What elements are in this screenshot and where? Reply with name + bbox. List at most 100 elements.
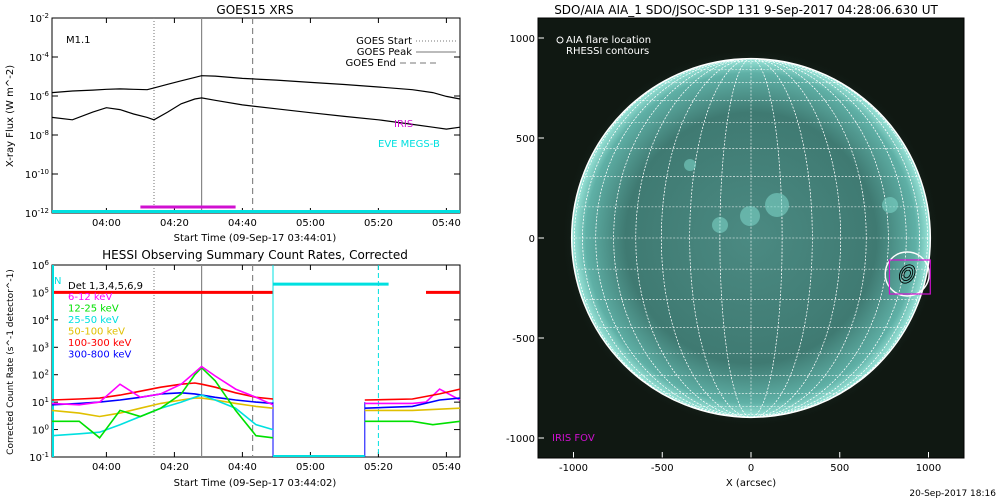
goes-flux-line-long [51,75,461,100]
goes-ytick-label: 10-4 [29,51,49,64]
aia-ytick-label: -500 [512,334,535,345]
hessi-xtick-label: 04:00 [92,462,121,473]
hessi-series-25-50keV [51,394,274,437]
aia-flare-location-circle [884,251,930,297]
goes-xtick-label: 05:40 [432,218,461,229]
hessi-legend-n: N [54,276,61,287]
hessi-xtick-label: 05:40 [432,462,461,473]
hessi-ytick-label: 101 [32,396,49,409]
hessi-xtick-label: 04:40 [228,462,257,473]
active-region-patch [712,217,728,233]
goes-flux-line-short [51,97,461,130]
goes-ytick-label: 10-6 [29,90,49,103]
goes-xtick-label: 05:00 [296,218,325,229]
aia-xlabel: X (arcsec) [726,478,776,489]
aia-ytick-label: 0 [529,234,535,245]
goes-legend-peak: GOES Peak [357,47,412,58]
aia-ytick-label: -1000 [506,434,535,445]
hessi-post-gap-series [364,420,461,426]
hessi-ylabel: Corrected Count Rate (s^-1 detector^-1) [6,269,16,455]
heliographic-grid [571,58,931,418]
aia-ytick-label: 500 [516,134,535,145]
aia-xtick-label: 500 [830,463,849,474]
hessi-ytick-label: 100 [32,424,49,437]
goes-panel: GOES15 XRS M1.1 04:00 04:20 04:40 05:00 05:2… [5,3,461,244]
hessi-series-50-100keV [51,397,274,418]
aia-title: SDO/AIA AIA_1 SDO/JSOC-SDP 131 9-Sep-201… [554,3,938,17]
goes-title: GOES15 XRS [216,3,293,17]
hessi-xtick-label: 05:00 [296,462,325,473]
goes-ytick-label: 10-10 [25,168,49,181]
hessi-legend-item: 6-12 keV [68,292,112,303]
goes-ytick-label: 10-2 [29,12,49,25]
solar-limb [570,57,932,419]
hessi-ytick-label: 104 [32,314,50,327]
goes-ytick-label: 10-8 [29,129,49,142]
aia-legend-flare: AIA flare location [566,35,651,46]
hessi-panel: HESSI Observing Summary Count Rates, Cor… [6,248,461,489]
hessi-legend-item: 300-800 keV [68,350,132,361]
goes-legend-start: GOES Start [356,36,412,47]
hessi-post-gap-series [364,388,461,401]
iris-label: IRIS [394,119,413,130]
grid-longitude [574,58,928,418]
hessi-legend-item: 25-50 keV [68,315,119,326]
solar-disk [560,47,942,429]
aia-flare-legend-icon [556,36,564,44]
hessi-series-12-25keV [52,366,274,439]
goes-xtick-label: 04:20 [160,218,189,229]
goes-flare-class: M1.1 [66,35,91,46]
aia-footer: 20-Sep-2017 18:16 [909,489,996,499]
hessi-series-6-12keV [51,365,274,406]
hessi-ytick-label: 105 [32,286,49,299]
hessi-det-label: Det 1,3,4,5,6,9 [68,281,143,292]
aia-xtick-label: 1000 [916,463,941,474]
aia-xtick-label: -1000 [559,463,588,474]
goes-xlabel: Start Time (09-Sep-17 03:44:01) [174,233,337,244]
rhessi-contour [903,269,911,279]
active-region-patch [740,206,760,226]
hessi-title: HESSI Observing Summary Count Rates, Cor… [102,248,408,262]
active-region-patch [765,193,789,217]
hessi-xtick-label: 04:20 [160,462,189,473]
hessi-ytick-label: 106 [32,259,50,272]
eve-label: EVE MEGS-B [378,139,440,150]
goes-ylabel: X-ray Flux (W m^-2) [5,65,16,167]
aia-panel: SDO/AIA AIA_1 SDO/JSOC-SDP 131 9-Sep-201… [506,3,996,499]
hessi-series [51,265,461,457]
goes-series [51,18,461,213]
aia-xtick-label: 0 [748,463,754,474]
hessi-legend-item: 12-25 keV [68,304,119,315]
goes-ytick-label: 10-12 [25,207,49,220]
goes-xtick-label: 04:00 [92,218,121,229]
grid-longitude [595,58,907,418]
goes-xtick-label: 05:20 [364,218,393,229]
hessi-post-gap-series [364,388,461,405]
hessi-post-gap-series [364,397,461,409]
hessi-ytick-label: 102 [32,369,49,382]
hessi-legend-item: 100-300 keV [68,338,132,349]
aia-ytick-label: 1000 [510,34,535,45]
grid-longitude [689,58,813,418]
aia-frame [537,17,965,459]
rhessi-contour [901,266,914,282]
hessi-post-gap-series [364,407,461,412]
active-region-patch [684,159,696,171]
aia-axes: -1000 -500 0 500 1000 1000 500 0 -500 -1000 [506,34,941,474]
iris-fov-box [888,259,931,295]
iris-fov-label: IRIS FOV [552,433,595,444]
hessi-xlabel: Start Time (09-Sep-17 03:44:02) [174,478,337,489]
active-region-patch [882,197,898,213]
hessi-ytick-label: 10-1 [29,451,49,464]
aia-xtick-label: -500 [651,463,674,474]
goes-legend-end: GOES End [346,58,396,69]
aia-legend-contours: RHESSI contours [566,46,649,57]
goes-xtick-label: 04:40 [228,218,257,229]
hessi-ytick-label: 103 [32,341,49,354]
grid-longitude [661,58,841,418]
rhessi-contour [898,264,916,284]
hessi-legend-item: 50-100 keV [68,327,125,338]
goes-legend: GOES Start GOES Peak GOES End [346,36,456,69]
